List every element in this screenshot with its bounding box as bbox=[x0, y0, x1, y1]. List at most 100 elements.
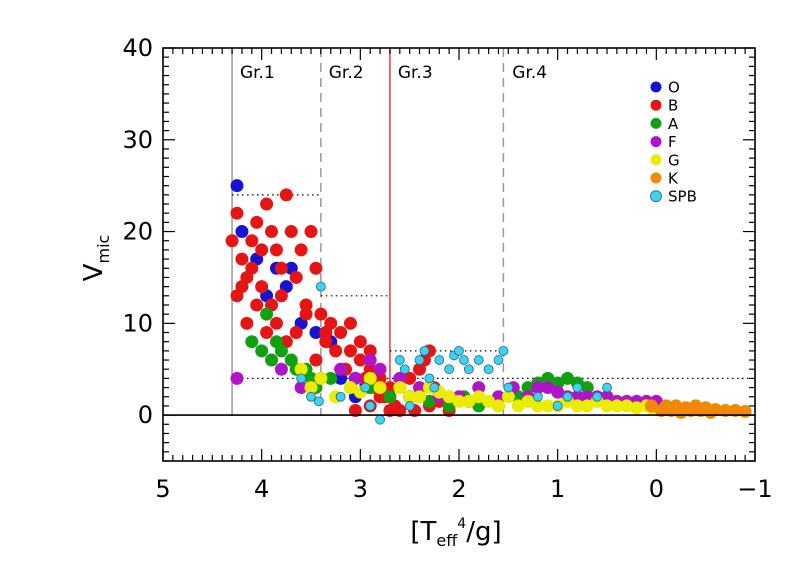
legend-label: F bbox=[668, 133, 677, 151]
data-point-b bbox=[403, 371, 417, 385]
data-point-b bbox=[393, 404, 407, 418]
data-point-spb bbox=[419, 345, 430, 356]
data-point-g bbox=[314, 371, 328, 385]
data-point-b bbox=[260, 197, 274, 211]
data-point-b bbox=[260, 326, 274, 340]
group-label: Gr.2 bbox=[329, 63, 364, 83]
data-point-g bbox=[403, 390, 417, 404]
data-point-k bbox=[718, 404, 732, 418]
data-point-spb bbox=[498, 345, 509, 356]
x-tick-label: 1 bbox=[550, 475, 565, 503]
data-point-f bbox=[472, 381, 486, 395]
data-point-b bbox=[353, 353, 367, 367]
data-point-a bbox=[260, 307, 274, 321]
data-point-b bbox=[245, 234, 259, 248]
data-point-k bbox=[644, 399, 658, 413]
data-point-g bbox=[521, 394, 535, 408]
data-point-g bbox=[294, 362, 308, 376]
data-point-b bbox=[373, 390, 387, 404]
data-point-b bbox=[284, 225, 298, 239]
data-point-b bbox=[250, 298, 264, 312]
data-point-b bbox=[250, 215, 264, 229]
data-point-g bbox=[442, 390, 456, 404]
data-point-spb bbox=[399, 364, 410, 375]
data-point-g bbox=[482, 394, 496, 408]
data-point-b bbox=[299, 307, 313, 321]
data-point-f bbox=[294, 381, 308, 395]
data-point-spb bbox=[429, 382, 440, 393]
data-point-a bbox=[442, 399, 456, 413]
data-point-k bbox=[728, 404, 742, 418]
data-point-spb bbox=[360, 382, 371, 393]
data-point-f bbox=[570, 390, 584, 404]
data-point-b bbox=[225, 234, 239, 248]
data-point-spb bbox=[454, 345, 464, 356]
data-point-g bbox=[570, 399, 584, 413]
data-point-spb bbox=[375, 414, 385, 425]
group-label: Gr.3 bbox=[398, 63, 433, 83]
data-point-a bbox=[580, 381, 594, 395]
data-point-g bbox=[452, 394, 466, 408]
data-point-g bbox=[580, 399, 594, 413]
data-point-b bbox=[235, 280, 249, 294]
data-point-o bbox=[230, 179, 244, 193]
data-point-b bbox=[255, 243, 269, 257]
y-tick-label: 0 bbox=[138, 401, 153, 429]
data-point-spb bbox=[552, 401, 563, 411]
y-axis-label: Vmic bbox=[79, 235, 113, 282]
data-point-b bbox=[324, 316, 338, 330]
data-point-spb bbox=[503, 382, 514, 393]
y-tick-label: 40 bbox=[122, 34, 153, 62]
legend-marker bbox=[650, 190, 662, 203]
data-point-spb bbox=[602, 382, 612, 393]
group-label: Gr.1 bbox=[240, 63, 275, 83]
data-point-b bbox=[373, 371, 387, 385]
data-point-g bbox=[472, 390, 486, 404]
legend-label: A bbox=[668, 115, 679, 133]
data-point-b bbox=[274, 289, 288, 303]
data-point-spb bbox=[572, 382, 583, 393]
legend-marker bbox=[650, 154, 662, 166]
data-point-a bbox=[561, 371, 575, 385]
data-point-a bbox=[274, 344, 288, 358]
legend-marker bbox=[650, 117, 662, 129]
data-point-f bbox=[373, 362, 387, 376]
data-point-a bbox=[245, 335, 259, 349]
data-point-g bbox=[600, 399, 614, 413]
data-point-b bbox=[255, 280, 269, 294]
data-point-b bbox=[299, 298, 313, 312]
data-point-spb bbox=[562, 391, 573, 402]
data-point-b bbox=[269, 243, 283, 257]
x-tick-label: 3 bbox=[353, 475, 368, 503]
data-point-f bbox=[531, 381, 545, 395]
data-point-k bbox=[709, 403, 723, 417]
data-point-g bbox=[630, 401, 644, 415]
data-point-spb bbox=[394, 355, 405, 365]
data-point-b bbox=[353, 335, 367, 349]
y-tick-label: 10 bbox=[122, 309, 153, 337]
data-point-g bbox=[413, 390, 427, 404]
x-axis-label: [Teff4/g] bbox=[410, 516, 501, 550]
group-label: Gr.4 bbox=[512, 63, 547, 83]
x-tick-label: −1 bbox=[737, 475, 772, 503]
data-point-b bbox=[334, 326, 348, 340]
data-point-b bbox=[309, 261, 323, 275]
data-point-b bbox=[289, 326, 303, 340]
data-point-f bbox=[541, 381, 555, 395]
legend-marker bbox=[650, 136, 662, 148]
data-point-f bbox=[491, 390, 505, 404]
data-point-a bbox=[422, 394, 436, 408]
data-point-b bbox=[240, 316, 254, 330]
data-point-g bbox=[541, 399, 555, 413]
data-point-spb bbox=[463, 364, 474, 375]
data-point-b bbox=[363, 344, 377, 358]
data-point-spb bbox=[444, 364, 455, 375]
data-point-a bbox=[255, 344, 269, 358]
data-point-a bbox=[541, 371, 555, 385]
data-point-b bbox=[383, 381, 397, 395]
data-point-b bbox=[294, 243, 308, 257]
data-point-spb bbox=[483, 364, 494, 375]
x-tick-label: 2 bbox=[451, 475, 466, 503]
data-point-b bbox=[265, 225, 279, 239]
